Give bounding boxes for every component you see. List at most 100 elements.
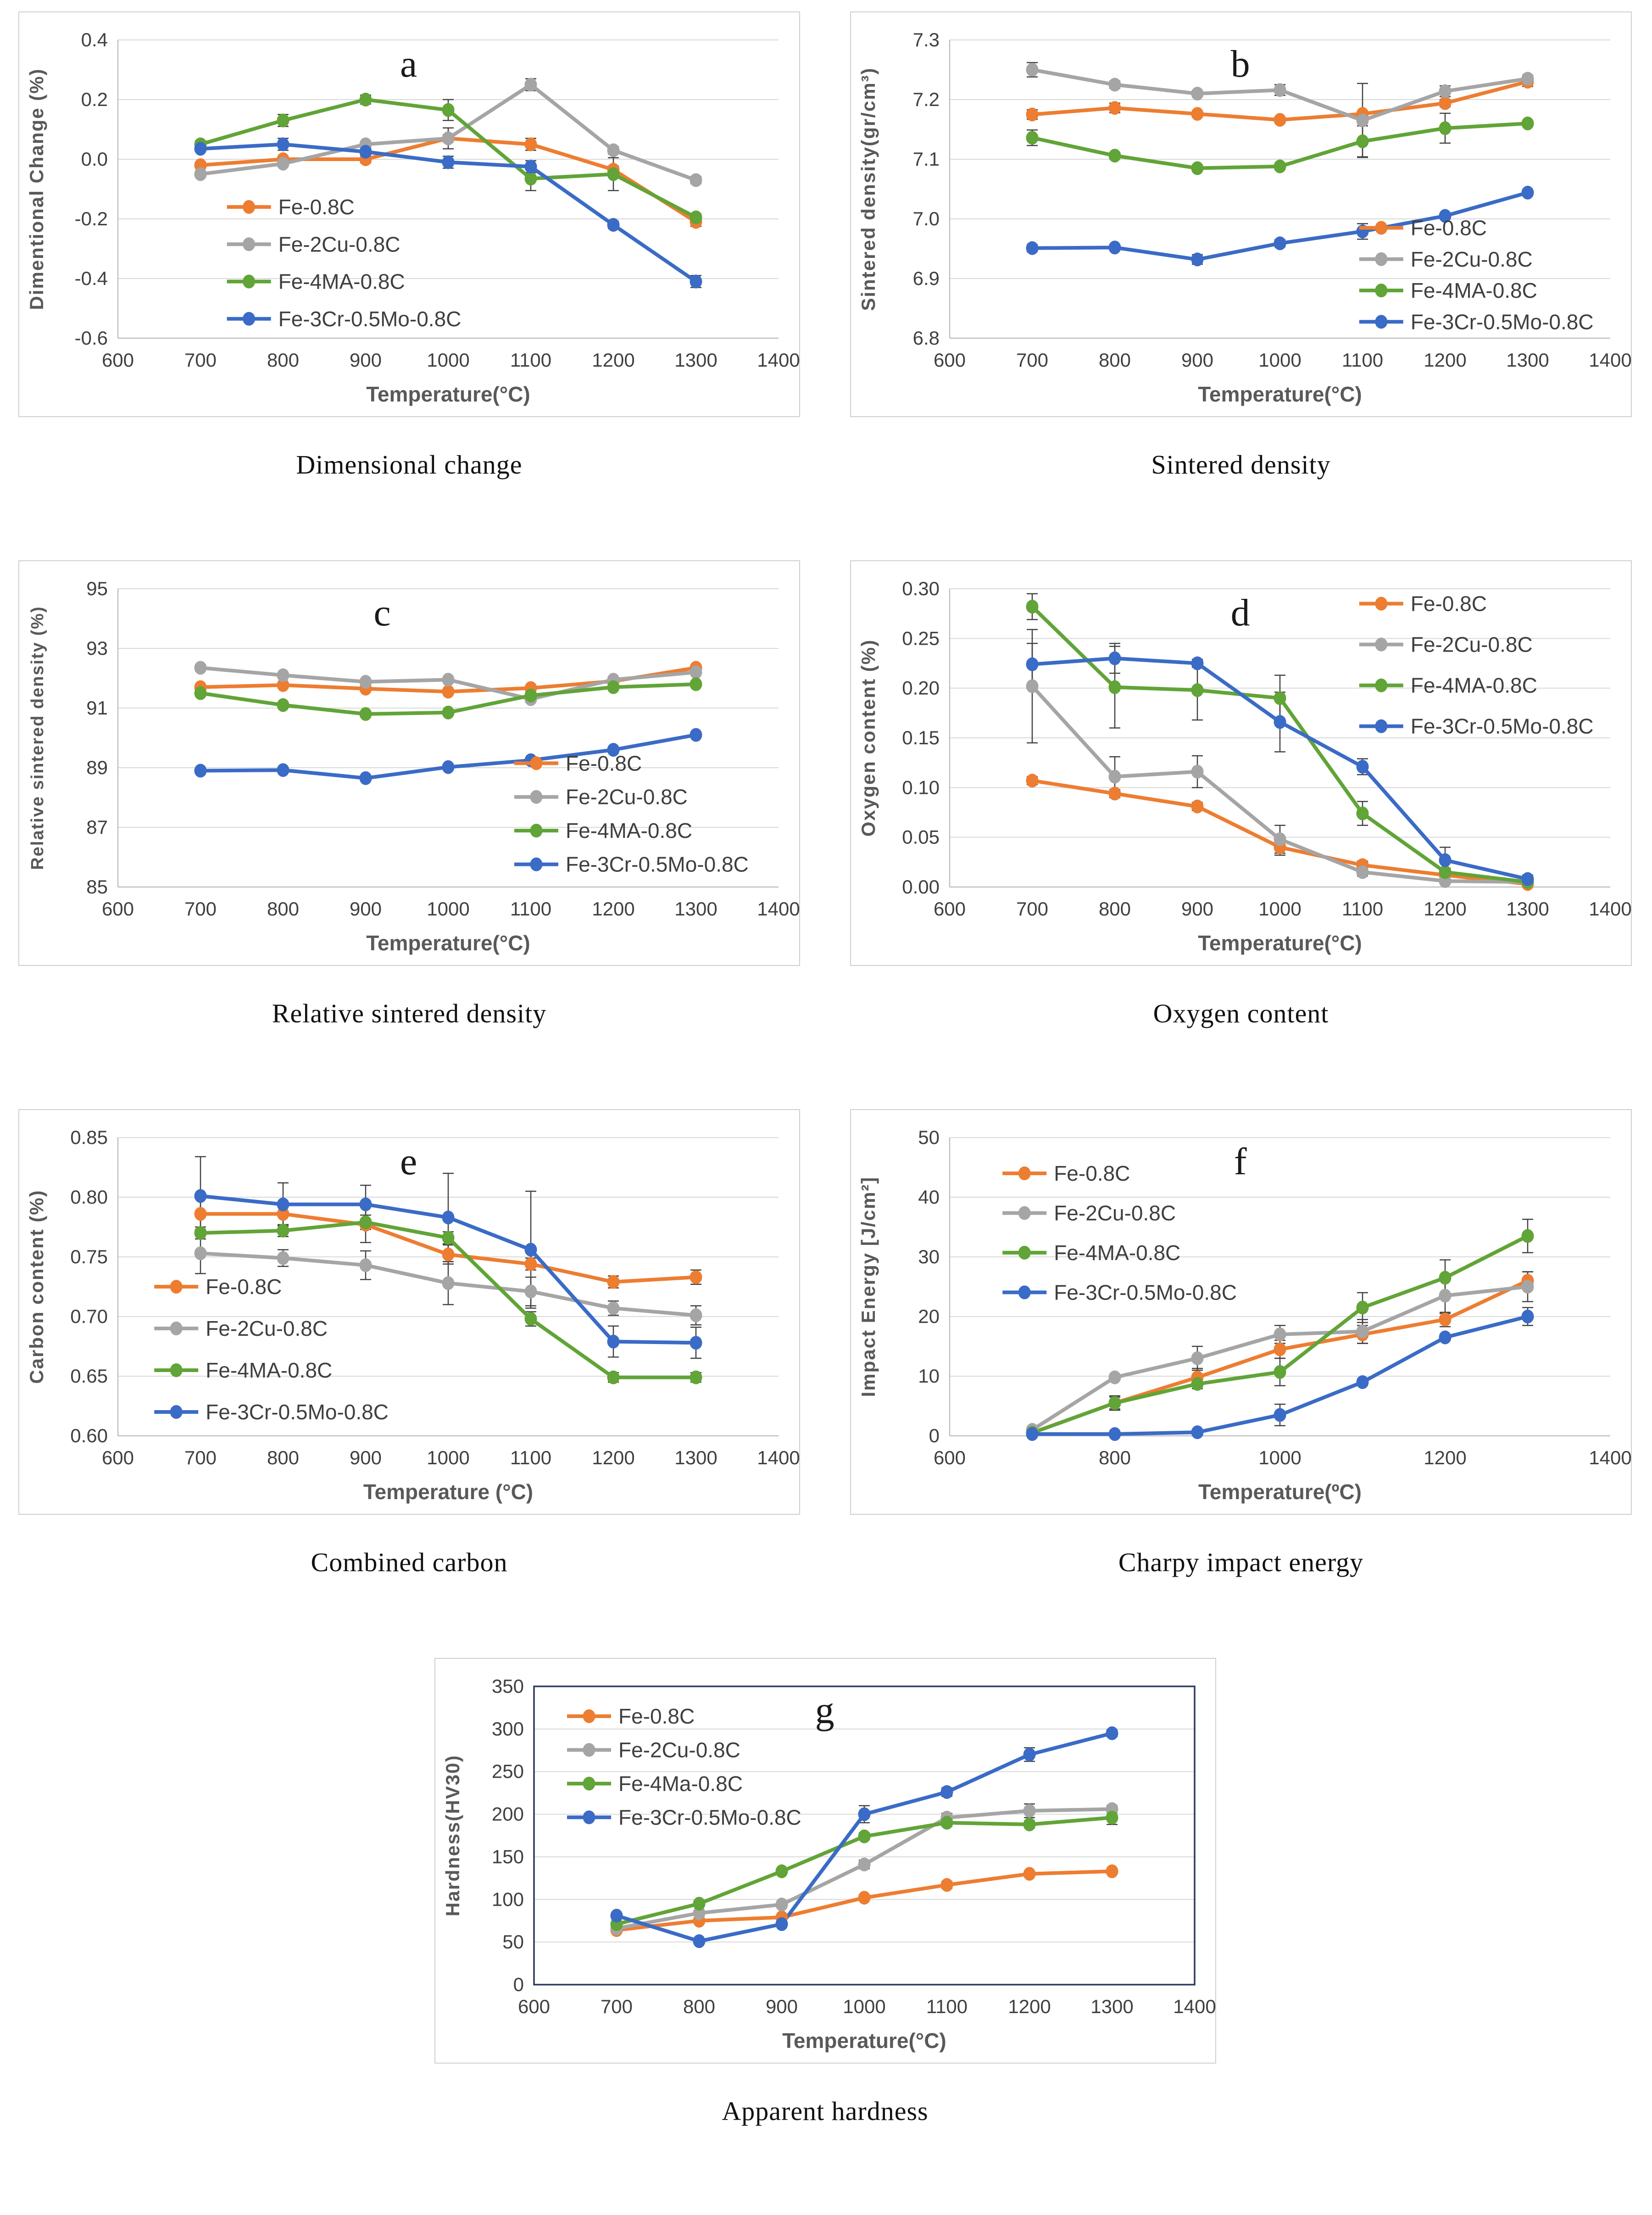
chart-b-caption: Sintered density (1151, 450, 1331, 480)
svg-text:1200: 1200 (1424, 349, 1466, 371)
svg-text:700: 700 (1016, 898, 1048, 920)
svg-text:0.80: 0.80 (70, 1186, 108, 1208)
svg-text:1200: 1200 (1424, 1447, 1466, 1468)
svg-text:10: 10 (918, 1365, 940, 1387)
svg-text:Fe-4MA-0.8C: Fe-4MA-0.8C (206, 1358, 332, 1382)
svg-text:0.60: 0.60 (70, 1425, 108, 1446)
svg-text:85: 85 (86, 876, 108, 898)
svg-text:c: c (373, 591, 390, 634)
svg-text:Fe-4MA-0.8C: Fe-4MA-0.8C (1411, 674, 1537, 697)
svg-text:1400: 1400 (757, 898, 799, 920)
svg-text:Fe-2Cu-0.8C: Fe-2Cu-0.8C (566, 785, 688, 809)
chart-b-legend: Fe-0.8C Fe-2Cu-0.8C Fe-4MA-0.8C Fe-3Cr-0.5M… (1359, 216, 1594, 334)
charts-grid: -0.6 -0.4 -0.2 0.0 0.2 0.4 600 700 800 900 1000 110… (18, 11, 1634, 2145)
chart-c-svg: 85 87 89 91 93 95 600 700 800 900 1000 1100 1200 1300… (28, 578, 799, 955)
svg-text:1000: 1000 (427, 898, 469, 920)
svg-text:40: 40 (918, 1186, 940, 1208)
svg-text:7.3: 7.3 (913, 29, 940, 50)
svg-text:30: 30 (918, 1246, 940, 1267)
svg-text:Carbon content (%): Carbon content (%) (26, 1189, 47, 1384)
chart-a-caption: Dimensional change (296, 450, 523, 480)
svg-text:250: 250 (491, 1761, 523, 1782)
svg-text:600: 600 (934, 349, 966, 371)
svg-text:Fe-0.8C: Fe-0.8C (618, 1704, 695, 1728)
svg-text:300: 300 (491, 1718, 523, 1740)
svg-text:Fe-0.8C: Fe-0.8C (566, 751, 642, 775)
chart-d-svg: 0.00 0.05 0.10 0.15 0.20 0.25 0.30 600 700 800 900… (857, 578, 1631, 955)
svg-text:Fe-4MA-0.8C: Fe-4MA-0.8C (1411, 279, 1537, 302)
svg-text:Fe-3Cr-0.5Mo-0.8C: Fe-3Cr-0.5Mo-0.8C (278, 307, 462, 331)
svg-text:Sintered density(gr/cm³): Sintered density(gr/cm³) (857, 67, 879, 311)
svg-text:Temperature(°C): Temperature(°C) (1198, 382, 1362, 406)
svg-text:1100: 1100 (1342, 349, 1383, 371)
svg-text:0: 0 (929, 1425, 940, 1446)
svg-text:600: 600 (517, 1996, 550, 2017)
svg-text:Fe-3Cr-0.5Mo-0.8C: Fe-3Cr-0.5Mo-0.8C (1411, 310, 1594, 334)
svg-text:1000: 1000 (1258, 1447, 1301, 1468)
svg-text:b: b (1231, 43, 1250, 85)
svg-text:1400: 1400 (757, 349, 799, 371)
chart-c-caption: Relative sintered density (272, 999, 547, 1028)
svg-text:-0.2: -0.2 (75, 208, 108, 229)
svg-text:900: 900 (350, 349, 382, 371)
chart-e-svg: 0.60 0.65 0.70 0.75 0.80 0.85 600 700 800 900 1000… (26, 1127, 799, 1504)
chart-g-svg: 0 50 100 150 200 250 300 350 600 700 800 900 1000 110… (442, 1675, 1215, 2053)
svg-text:Temperature(°C): Temperature(°C) (782, 2029, 946, 2053)
svg-text:50: 50 (918, 1127, 940, 1148)
svg-text:Temperature(°C): Temperature(°C) (366, 931, 530, 955)
figure-b: 6.8 6.9 7.0 7.1 7.2 7.3 600 700 800 900 1000 1100 12… (850, 11, 1632, 560)
svg-text:1400: 1400 (1589, 1447, 1631, 1468)
svg-text:93: 93 (86, 637, 108, 659)
chart-b-svg: 6.8 6.9 7.0 7.1 7.2 7.3 600 700 800 900 1000 1100 12… (857, 29, 1631, 406)
svg-text:Fe-0.8C: Fe-0.8C (1411, 592, 1487, 616)
svg-text:1100: 1100 (1342, 898, 1383, 920)
svg-text:1300: 1300 (1506, 898, 1549, 920)
chart-a-legend: Fe-0.8C Fe-2Cu-0.8C Fe-4MA-0.8C Fe-3Cr-0.5M… (227, 195, 462, 331)
svg-text:7.2: 7.2 (913, 89, 940, 110)
svg-text:Fe-4MA-0.8C: Fe-4MA-0.8C (278, 270, 405, 294)
svg-text:1000: 1000 (843, 1996, 885, 2017)
svg-text:600: 600 (102, 1447, 134, 1468)
svg-text:0: 0 (513, 1974, 523, 1995)
svg-text:6.8: 6.8 (913, 327, 940, 349)
svg-text:900: 900 (765, 1996, 797, 2017)
svg-text:g: g (815, 1689, 834, 1732)
svg-text:1200: 1200 (592, 898, 634, 920)
svg-text:800: 800 (267, 349, 299, 371)
chart-e-legend: Fe-0.8C Fe-2Cu-0.8C Fe-4MA-0.8C Fe-3Cr-0.5M… (154, 1275, 389, 1424)
figure-c: 85 87 89 91 93 95 600 700 800 900 1000 1100 1200 1300… (18, 560, 800, 1109)
svg-text:0.10: 0.10 (902, 776, 940, 798)
svg-text:1100: 1100 (926, 1996, 967, 2017)
svg-text:Fe-0.8C: Fe-0.8C (1054, 1161, 1130, 1185)
svg-text:1300: 1300 (674, 1447, 717, 1468)
svg-text:700: 700 (184, 898, 217, 920)
svg-text:Fe-3Cr-0.5Mo-0.8C: Fe-3Cr-0.5Mo-0.8C (618, 1805, 801, 1829)
svg-text:1000: 1000 (1258, 898, 1301, 920)
svg-text:Fe-4MA-0.8C: Fe-4MA-0.8C (1054, 1241, 1180, 1265)
chart-a-svg: -0.6 -0.4 -0.2 0.0 0.2 0.4 600 700 800 900 1000 110… (26, 29, 799, 406)
svg-text:Hardness(HV30): Hardness(HV30) (442, 1755, 463, 1916)
svg-text:350: 350 (491, 1675, 523, 1697)
figure-f: 0 10 20 30 40 50 600 800 1000 1200 1400 Temperature… (850, 1109, 1632, 1658)
figure-d: 0.00 0.05 0.10 0.15 0.20 0.25 0.30 600 700 800 900… (850, 560, 1632, 1109)
svg-text:1000: 1000 (427, 349, 469, 371)
svg-text:1100: 1100 (510, 898, 551, 920)
svg-text:a: a (400, 43, 417, 85)
svg-text:150: 150 (491, 1846, 523, 1867)
svg-text:Fe-0.8C: Fe-0.8C (278, 195, 355, 219)
chart-b-canvas: 6.8 6.9 7.0 7.1 7.2 7.3 600 700 800 900 1000 1100 12… (850, 11, 1632, 417)
svg-text:0.75: 0.75 (70, 1246, 108, 1267)
svg-text:1300: 1300 (1506, 349, 1549, 371)
chart-g-canvas: 0 50 100 150 200 250 300 350 600 700 800 900 1000 110… (434, 1658, 1216, 2064)
svg-text:1400: 1400 (1589, 349, 1631, 371)
figure-e: 0.60 0.65 0.70 0.75 0.80 0.85 600 700 800 900 1000… (18, 1109, 800, 1658)
svg-text:95: 95 (86, 578, 108, 599)
svg-text:Fe-3Cr-0.5Mo-0.8C: Fe-3Cr-0.5Mo-0.8C (206, 1400, 389, 1424)
svg-text:Temperature (°C): Temperature (°C) (363, 1480, 533, 1504)
svg-text:900: 900 (350, 898, 382, 920)
svg-text:600: 600 (934, 898, 966, 920)
svg-text:0.00: 0.00 (902, 876, 940, 898)
svg-text:1200: 1200 (1424, 898, 1466, 920)
svg-text:1300: 1300 (1090, 1996, 1133, 2017)
